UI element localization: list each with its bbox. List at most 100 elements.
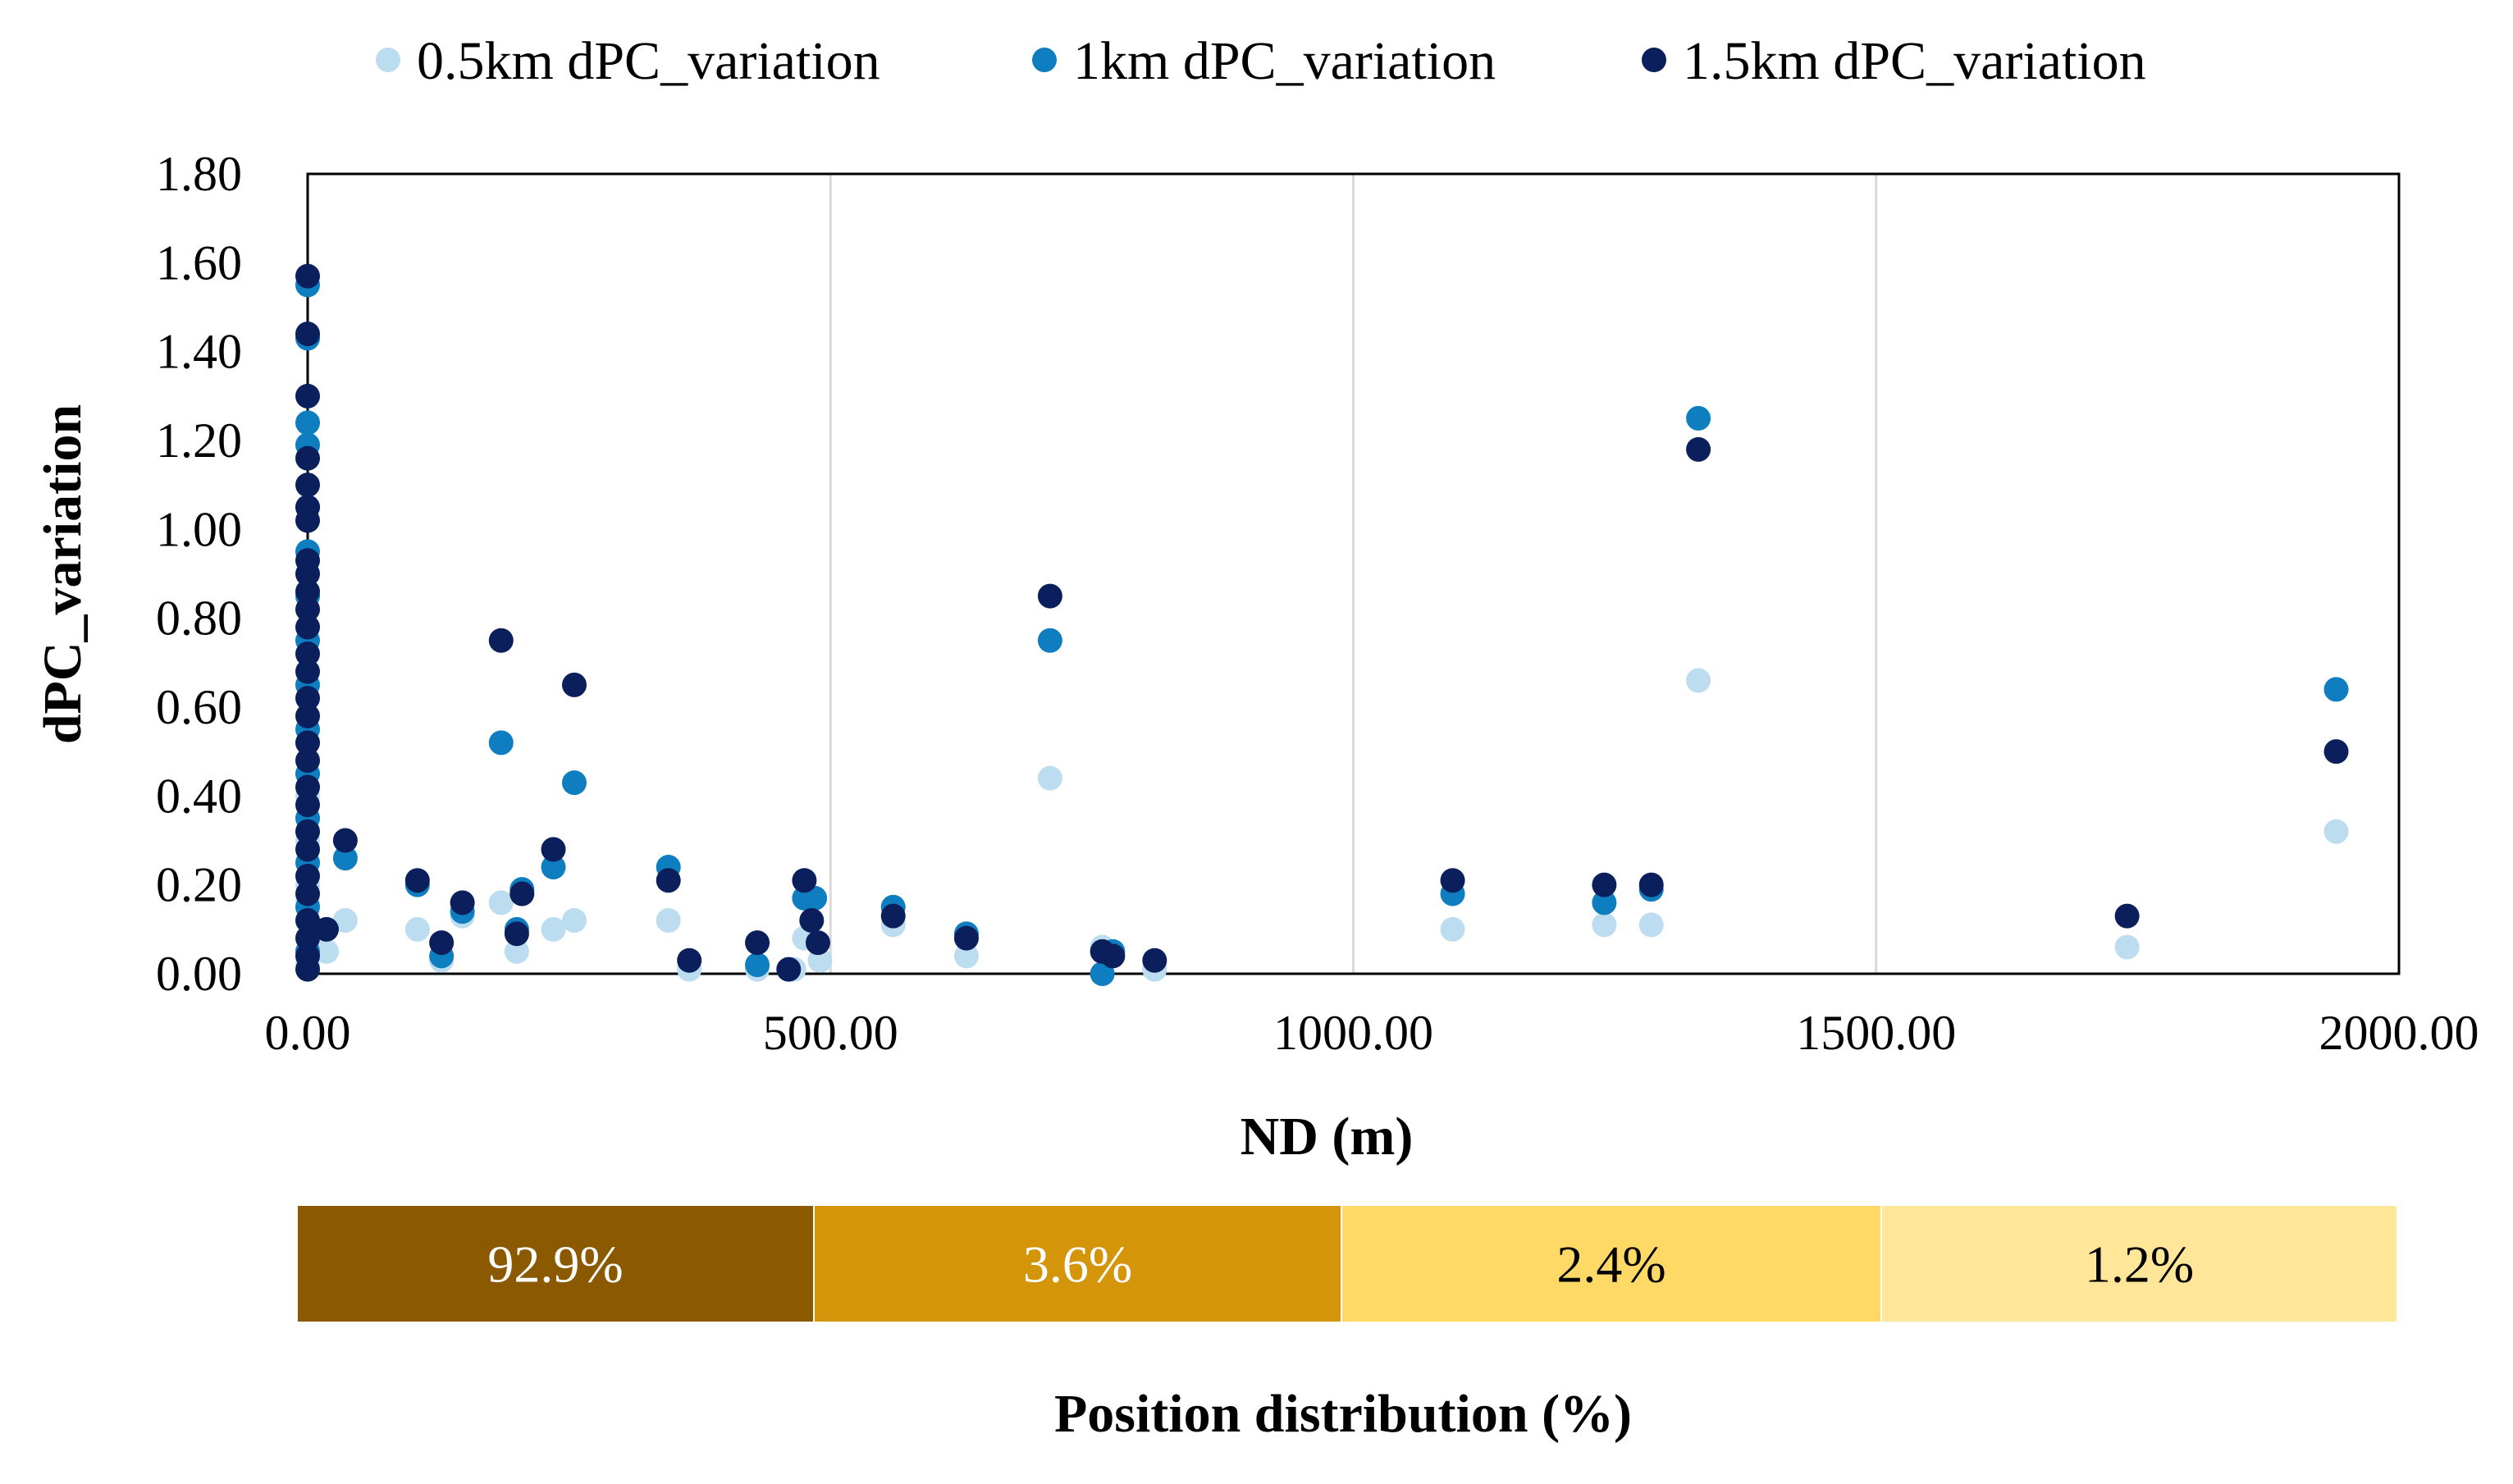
data-point xyxy=(1592,890,1617,916)
data-point xyxy=(295,863,320,888)
data-point xyxy=(1686,405,1711,431)
y-tick-label: 1.40 xyxy=(156,325,242,379)
data-point xyxy=(2323,677,2349,702)
series-0 xyxy=(295,668,2349,982)
data-point xyxy=(1037,765,1062,791)
x-axis-title: ND (m) xyxy=(1241,1107,1414,1167)
y-axis-title: dPC_variation xyxy=(33,404,93,744)
data-points xyxy=(295,263,2349,986)
data-point xyxy=(1100,943,1126,969)
data-point xyxy=(295,659,320,684)
data-point xyxy=(1037,583,1062,609)
legend-label-0-5km: 0.5km dPC_variation xyxy=(417,31,880,91)
y-tick-label: 1.60 xyxy=(156,235,242,290)
data-point xyxy=(1686,668,1711,693)
data-point xyxy=(802,885,828,911)
data-point xyxy=(561,672,587,697)
data-point xyxy=(295,908,320,933)
data-point xyxy=(295,943,320,969)
data-point xyxy=(799,908,825,933)
data-point xyxy=(295,925,320,951)
data-point xyxy=(404,916,430,942)
data-point xyxy=(1686,436,1711,462)
data-point xyxy=(1638,872,1664,897)
data-point xyxy=(488,890,514,916)
data-point xyxy=(1638,912,1664,938)
data-point xyxy=(295,837,320,862)
data-point xyxy=(295,748,320,773)
series-1 xyxy=(295,272,2349,986)
data-point xyxy=(509,881,535,906)
data-point xyxy=(295,473,320,498)
legend-label-1-5km: 1.5km dPC_variation xyxy=(1683,31,2146,91)
data-point xyxy=(295,495,320,520)
data-point xyxy=(880,903,906,929)
data-point xyxy=(1440,868,1465,893)
data-point xyxy=(745,952,770,978)
data-point xyxy=(504,921,529,947)
data-point xyxy=(2114,903,2140,929)
data-point xyxy=(332,828,358,853)
data-point xyxy=(295,263,320,289)
data-point xyxy=(332,846,358,871)
data-point xyxy=(745,930,770,956)
y-tick-label: 0.60 xyxy=(156,680,242,734)
distribution-segment xyxy=(296,1204,815,1323)
data-point xyxy=(541,855,566,879)
data-point xyxy=(295,642,320,666)
legend-marker-0-5km xyxy=(376,48,400,72)
data-point xyxy=(429,930,455,956)
x-tick-label: 0.00 xyxy=(265,1006,351,1060)
data-point xyxy=(953,943,979,969)
data-point xyxy=(677,947,702,973)
data-point xyxy=(541,837,566,862)
data-point xyxy=(295,548,320,573)
data-point xyxy=(450,890,475,916)
data-point xyxy=(1592,872,1617,897)
distribution-segment xyxy=(813,1204,1342,1323)
data-point xyxy=(295,614,320,640)
data-point xyxy=(1592,912,1617,938)
data-point xyxy=(488,730,514,756)
data-point xyxy=(295,881,320,906)
data-point xyxy=(488,628,514,653)
distribution-segment-label: 2.4% xyxy=(1556,1235,1665,1294)
legend-label-1km: 1km dPC_variation xyxy=(1073,31,1496,91)
x-tick-label: 2000.00 xyxy=(2319,1006,2479,1060)
y-tick-label: 0.00 xyxy=(156,947,242,1001)
y-tick-label: 0.20 xyxy=(156,858,242,912)
data-point xyxy=(295,703,320,728)
data-point xyxy=(404,868,430,893)
data-point xyxy=(561,770,587,796)
data-point xyxy=(295,383,320,409)
data-point xyxy=(561,908,587,933)
y-tick-label: 0.40 xyxy=(156,769,242,823)
data-point xyxy=(1037,628,1062,653)
distribution-segment-label: 92.9% xyxy=(487,1235,623,1294)
distribution-segment xyxy=(1341,1204,1882,1323)
y-tick-label: 1.00 xyxy=(156,502,242,556)
legend-marker-1-5km xyxy=(1642,48,1666,72)
data-point xyxy=(953,925,979,951)
data-point xyxy=(295,596,320,622)
data-point xyxy=(541,916,566,942)
data-point xyxy=(656,908,681,933)
data-point xyxy=(656,868,681,893)
data-point xyxy=(295,730,320,756)
position-distribution-bar: 92.9% 3.6% 2.4% 1.2% xyxy=(296,1204,2398,1323)
data-point xyxy=(807,947,833,973)
distribution-segment-label: 1.2% xyxy=(2085,1235,2194,1294)
x-tick-label: 1000.00 xyxy=(1273,1006,1433,1060)
data-point xyxy=(1440,916,1465,942)
gridlines xyxy=(829,174,1878,974)
data-point xyxy=(313,916,339,942)
data-point xyxy=(295,410,320,436)
distribution-title: Position distribution (%) xyxy=(1054,1384,1632,1444)
series-2 xyxy=(295,263,2349,982)
data-point xyxy=(332,908,358,933)
y-axis-ticks: 0.00 0.20 0.40 0.60 0.80 1.00 1.20 1.40 1.60 1.80 xyxy=(156,147,242,1001)
data-point xyxy=(2114,934,2140,960)
data-point xyxy=(295,792,320,818)
y-tick-label: 1.20 xyxy=(156,413,242,468)
